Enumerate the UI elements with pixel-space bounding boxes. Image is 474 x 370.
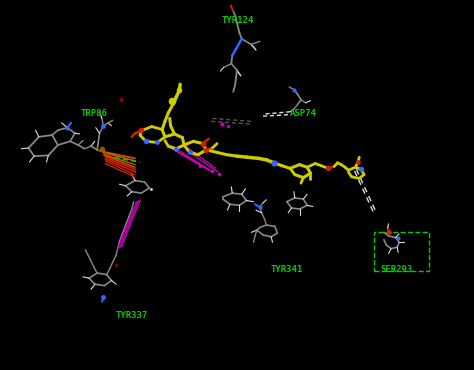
Text: SER293: SER293 bbox=[380, 265, 412, 274]
Text: TRP86: TRP86 bbox=[81, 110, 107, 118]
Text: TYR341: TYR341 bbox=[271, 265, 303, 274]
Text: TYR337: TYR337 bbox=[116, 311, 148, 320]
Text: TYR124: TYR124 bbox=[222, 16, 254, 25]
Text: ASP74: ASP74 bbox=[290, 110, 317, 118]
Bar bbox=[374, 232, 429, 271]
